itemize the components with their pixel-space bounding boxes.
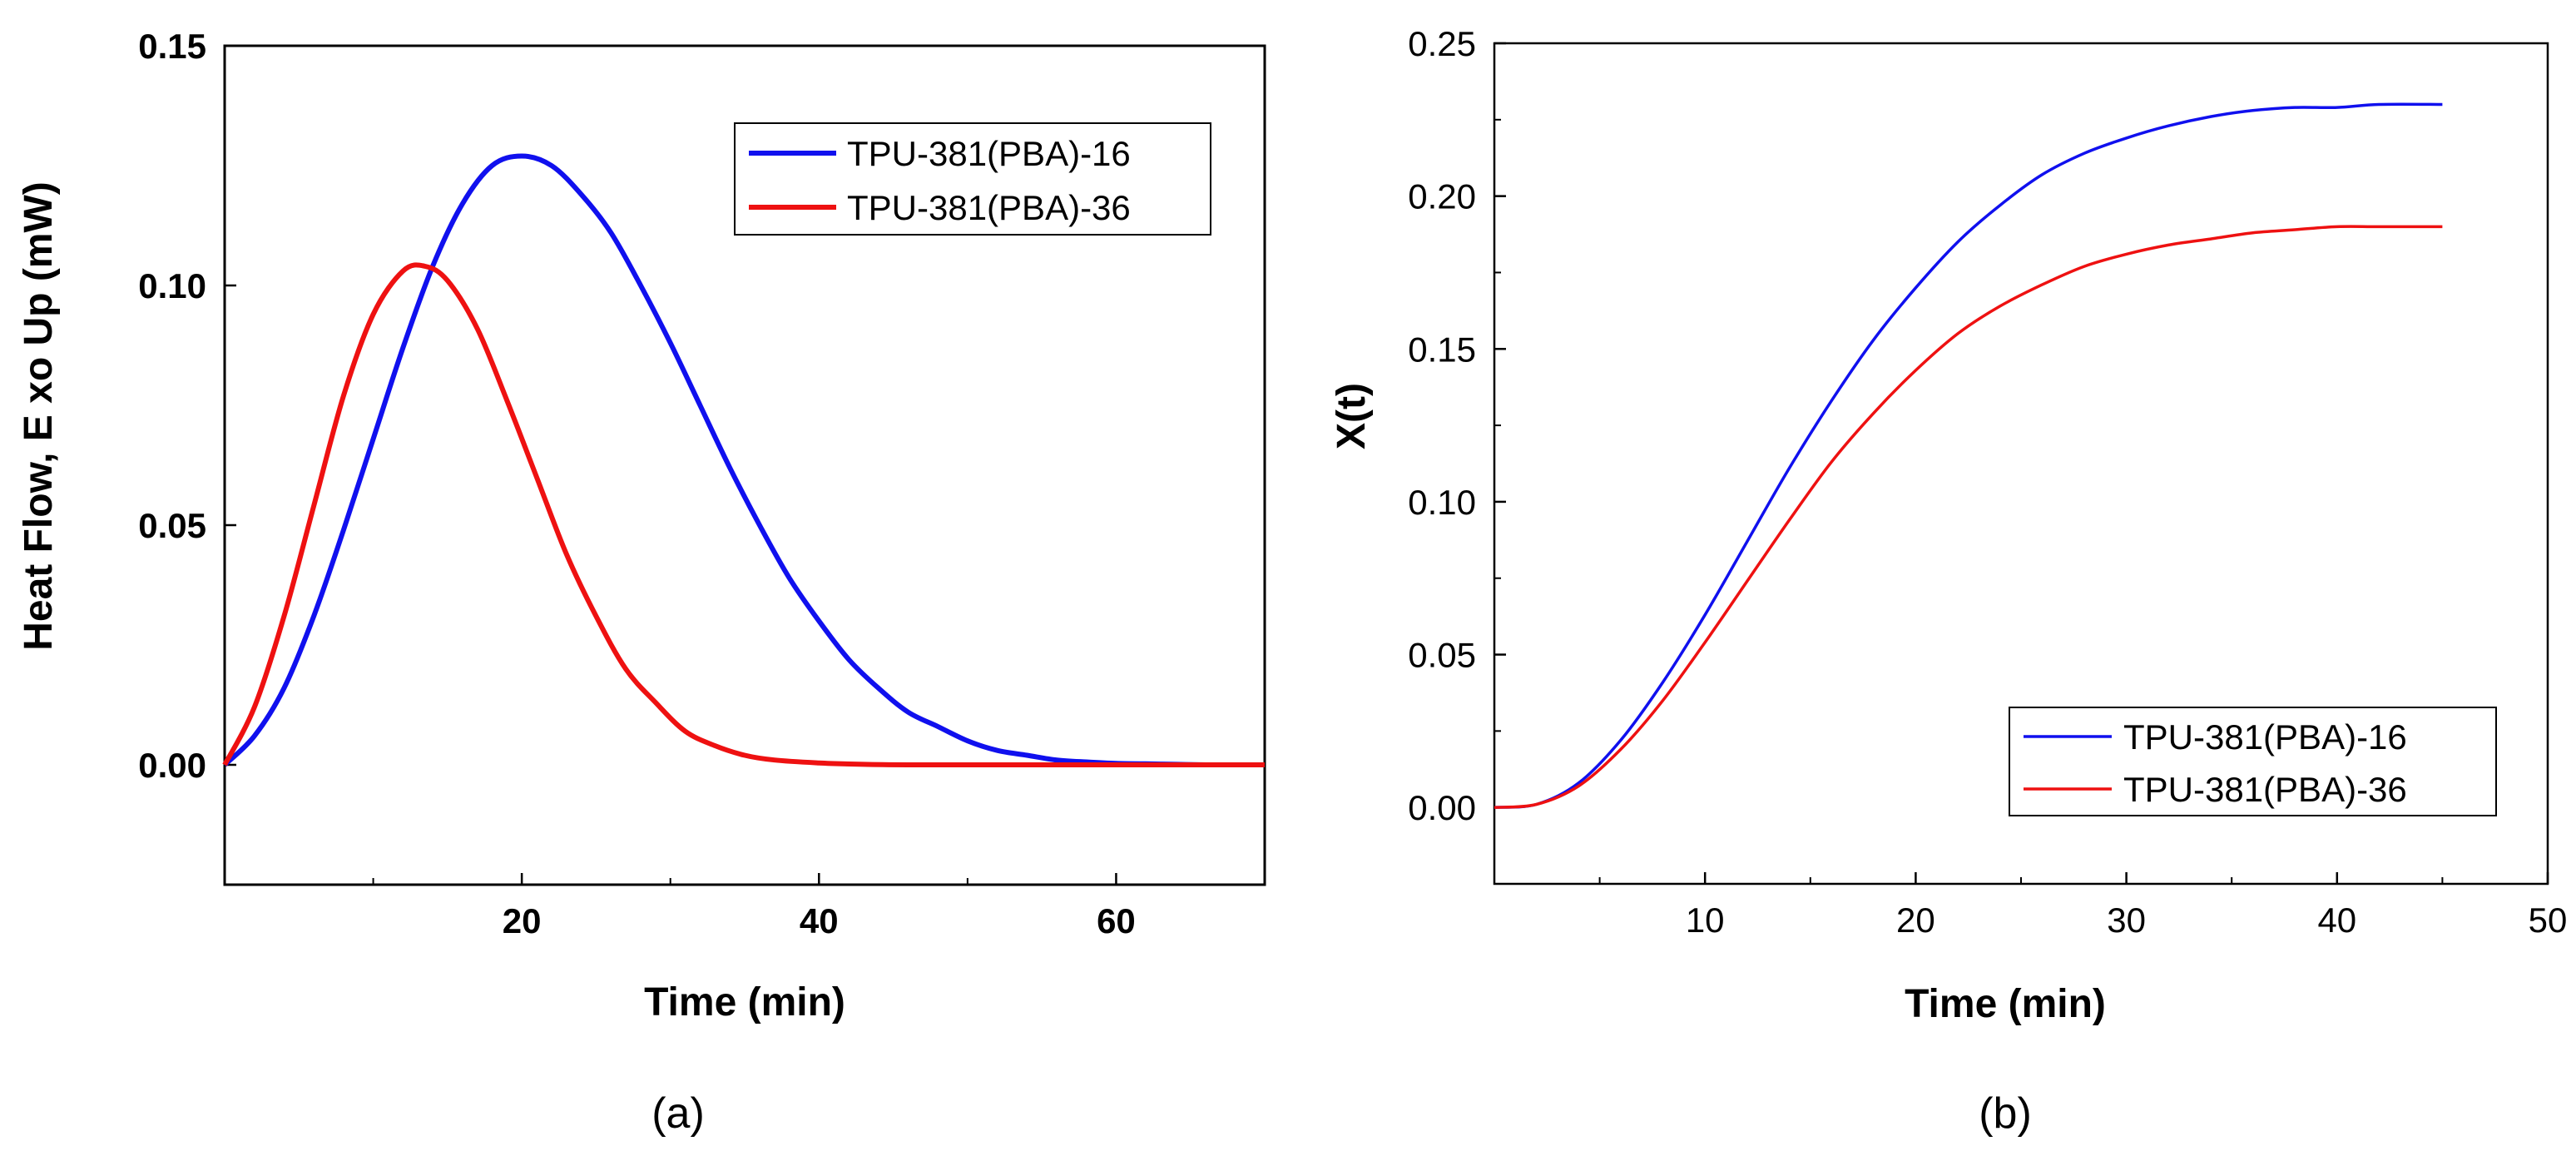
chart-a-y-tick-label: 0.10 [138,266,206,305]
chart-b-y-tick-label: 0.15 [1408,330,1476,369]
chart-a-plot-frame [223,44,1266,886]
chart-a: 20 40 60 0.00 0.05 0.10 0.15 Time (min) Heat … [17,27,1266,1138]
chart-a-legend-label-2: TPU-381(PBA)-36 [847,188,1131,227]
chart-b-y-tick-label: 0.20 [1408,177,1476,216]
chart-b-x-ticks: 10 20 30 40 50 [1598,872,2568,940]
chart-a-y-tick-label: 0.15 [138,27,206,66]
chart-b-y-axis-label: X(t) [1330,383,1374,449]
chart-b-x-tick-label: 50 [2529,900,2568,940]
chart-a-series-line-1 [222,153,1265,768]
chart-a-y-ticks: 0.00 0.05 0.10 0.15 [138,27,236,785]
chart-a-legend-label-1: TPU-381(PBA)-16 [847,134,1131,173]
chart-b-y-tick-label: 0.00 [1408,788,1476,827]
chart-b-legend-label-1: TPU-381(PBA)-16 [2123,717,2407,757]
chart-a-x-ticks: 20 40 60 [372,873,1136,940]
chart-a-x-tick-label: 20 [503,901,542,940]
chart-a-legend: TPU-381(PBA)-16 TPU-381(PBA)-36 [734,122,1211,236]
chart-b: 10 20 30 40 50 0.00 0.05 0.10 0.15 0.20 0.25 Time… [1330,24,2567,1138]
chart-b-series-lines [1494,102,2443,809]
chart-b-panel-label: (b) [1979,1089,2032,1138]
chart-a-y-axis-label: Heat Flow, E xo Up (mW) [17,181,61,651]
chart-b-y-ticks: 0.00 0.05 0.10 0.15 0.20 0.25 [1408,24,1506,827]
chart-b-y-tick-label: 0.25 [1408,24,1476,63]
chart-a-y-tick-label: 0.00 [138,746,206,785]
chart-a-x-tick-label: 40 [800,901,839,940]
chart-b-x-tick-label: 20 [1896,900,1935,940]
chart-b-x-tick-label: 10 [1686,900,1725,940]
chart-a-y-tick-label: 0.05 [138,506,206,545]
chart-b-legend: TPU-381(PBA)-16 TPU-381(PBA)-36 [2009,707,2497,816]
chart-b-legend-box [2009,707,2497,816]
chart-a-panel-label: (a) [651,1089,705,1138]
chart-b-y-tick-label: 0.10 [1408,483,1476,522]
chart-b-series-line-1 [1494,102,2443,809]
chart-a-series-line-2 [222,262,1265,768]
chart-a-legend-box [734,122,1211,236]
chart-a-x-axis-label: Time (min) [644,980,845,1024]
chart-b-x-axis-label: Time (min) [1905,982,2106,1026]
chart-a-series-lines [222,153,1265,768]
chart-b-y-tick-label: 0.05 [1408,636,1476,675]
chart-b-series-line-2 [1494,225,2443,809]
chart-b-x-tick-label: 30 [2107,900,2146,940]
chart-b-legend-label-2: TPU-381(PBA)-36 [2123,770,2407,809]
chart-b-x-tick-label: 40 [2317,900,2356,940]
chart-a-x-tick-label: 60 [1097,901,1136,940]
